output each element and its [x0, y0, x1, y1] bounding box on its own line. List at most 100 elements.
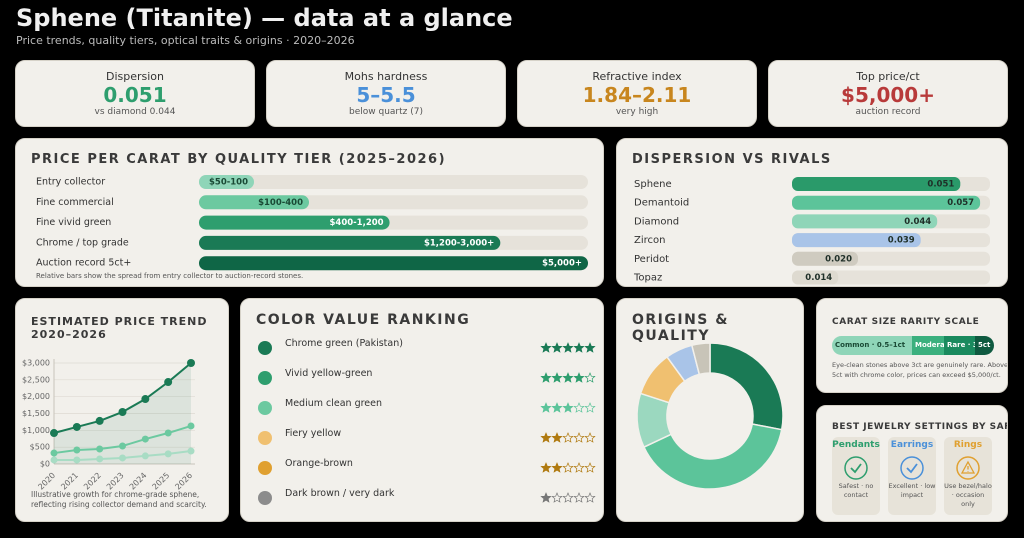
color-name: Fiery yellow [285, 428, 342, 439]
color-name: Orange-brown [285, 458, 353, 469]
star [584, 372, 596, 383]
y-tick-label: $1,500 [22, 409, 50, 418]
y-tick-label: $2,500 [22, 375, 50, 384]
jewelry-note: Safest · no contact [838, 482, 874, 499]
value-label: $5,000+ [542, 259, 582, 269]
star [562, 432, 574, 443]
kpi-card: Top price/ct $5,000+ auction record [768, 60, 1008, 127]
name-box: Medium clean green [285, 398, 383, 409]
category-label: Fine vivid green [36, 217, 111, 228]
bar [792, 270, 839, 285]
name-box: Dark brown / very dark [285, 488, 395, 499]
kpi-value: 0.051 [103, 83, 167, 107]
donut-chart [636, 342, 784, 490]
rating [540, 432, 596, 443]
point [187, 447, 195, 455]
star [540, 372, 552, 383]
rating [540, 342, 596, 353]
point [50, 449, 58, 457]
color-name: Chrome green (Pakistan) [285, 338, 403, 349]
color-dot [258, 461, 272, 475]
bar-track [199, 175, 588, 189]
page-subtitle: Price trends, quality tiers, optical tra… [16, 34, 355, 47]
star [551, 342, 563, 353]
chart-title: ESTIMATED PRICE TREND 2020–2026 [31, 315, 208, 341]
name-box: Vivid yellow-green [285, 368, 373, 379]
page-title: Sphene (Titanite) — data at a glance [16, 4, 513, 32]
trend-chart: $0 $500 $1,000 $1,500 $2,000 $2,500 $3,000 2020… [22, 359, 195, 492]
star [540, 432, 552, 443]
kpi-value: $5,000+ [841, 83, 935, 107]
y-tick-label: $3,000 [22, 359, 50, 368]
category-label: Auction record 5ct+ [36, 258, 131, 269]
value-label: 0.014 [805, 273, 832, 283]
point [73, 456, 81, 464]
point [50, 456, 58, 464]
point [164, 450, 172, 458]
bar [199, 235, 501, 250]
point [164, 378, 173, 387]
value-label: $1,200-3,000+ [424, 238, 494, 248]
card-title: CARAT SIZE RARITY SCALE [832, 317, 980, 327]
point [96, 445, 104, 453]
category-label: Diamond [634, 216, 679, 227]
star [584, 342, 596, 353]
category-label: Demantoid [634, 198, 689, 209]
kpi-note: auction record [855, 107, 921, 117]
jewelry-item: Pendants Safest · no contact [832, 437, 880, 515]
color-name: Medium clean green [285, 398, 383, 409]
point [73, 446, 81, 454]
jewelry-item: Rings Use bezel/halo · occasion only [944, 437, 992, 515]
value-label: $50-100 [209, 178, 248, 188]
chart-note: Relative bars show the spread from entry… [36, 272, 303, 280]
warning-icon [956, 456, 980, 480]
value-label: 0.039 [888, 236, 915, 246]
color-name: Dark brown / very dark [285, 488, 395, 499]
bar [792, 233, 921, 248]
point [96, 455, 104, 463]
donut-segment [709, 342, 784, 431]
category-label: Entry collector [36, 177, 105, 188]
bar [199, 195, 310, 210]
x-tick-label: 2021 [59, 471, 80, 492]
price-tier-chart: Entry collector $50-100 Fine commercial $10… [36, 175, 588, 280]
rating [540, 462, 596, 473]
category-label: Chrome / top grade [36, 237, 129, 248]
kpi-label: Top price/ct [856, 70, 920, 83]
kpi-label: Mohs hardness [344, 70, 428, 83]
kpi-note: vs diamond 0.044 [94, 107, 176, 117]
name-box: Orange-brown [285, 458, 353, 469]
bar-track [792, 270, 990, 285]
check-icon [900, 456, 924, 480]
color-dot [258, 401, 272, 415]
color-dot [258, 491, 272, 505]
bar [792, 177, 961, 191]
trend-card: $0 $500 $1,000 $1,500 $2,000 $2,500 $3,000 2020… [15, 298, 229, 522]
dispersion-chart: Sphene 0.051 Demantoid 0.057 Diamond 0.044 Zir… [633, 177, 990, 285]
rarity-segment: 5ct [975, 336, 994, 355]
value-label: $100-400 [258, 198, 303, 208]
chart-title: PRICE PER CARAT BY QUALITY TIER (2025–20… [31, 152, 447, 167]
category-label: Sphene [634, 179, 672, 190]
color-dot [258, 341, 272, 355]
color-dot [258, 431, 272, 445]
bar [792, 214, 938, 229]
name-box: Chrome green (Pakistan) [285, 338, 403, 349]
rarity-segment: Rare · 3 [944, 336, 975, 355]
point [164, 429, 172, 437]
point [141, 452, 149, 460]
y-tick-label: $2,000 [22, 392, 50, 401]
color-ranking-card: Chrome green (Pakistan) Vivid yellow-gree… [240, 298, 604, 522]
star [551, 492, 563, 503]
color-name: Vivid yellow-green [285, 368, 373, 379]
star [562, 402, 574, 413]
check-icon [844, 456, 868, 480]
point [187, 422, 195, 430]
kpi-card: Mohs hardness 5–5.5 below quartz (7) [266, 60, 506, 127]
star [573, 492, 585, 503]
card-title: BEST JEWELRY SETTINGS BY SAFETY [832, 422, 1007, 432]
kpi-card: Dispersion 0.051 vs diamond 0.044 [15, 60, 255, 127]
star [573, 432, 585, 443]
star [551, 432, 563, 443]
point [50, 429, 58, 438]
